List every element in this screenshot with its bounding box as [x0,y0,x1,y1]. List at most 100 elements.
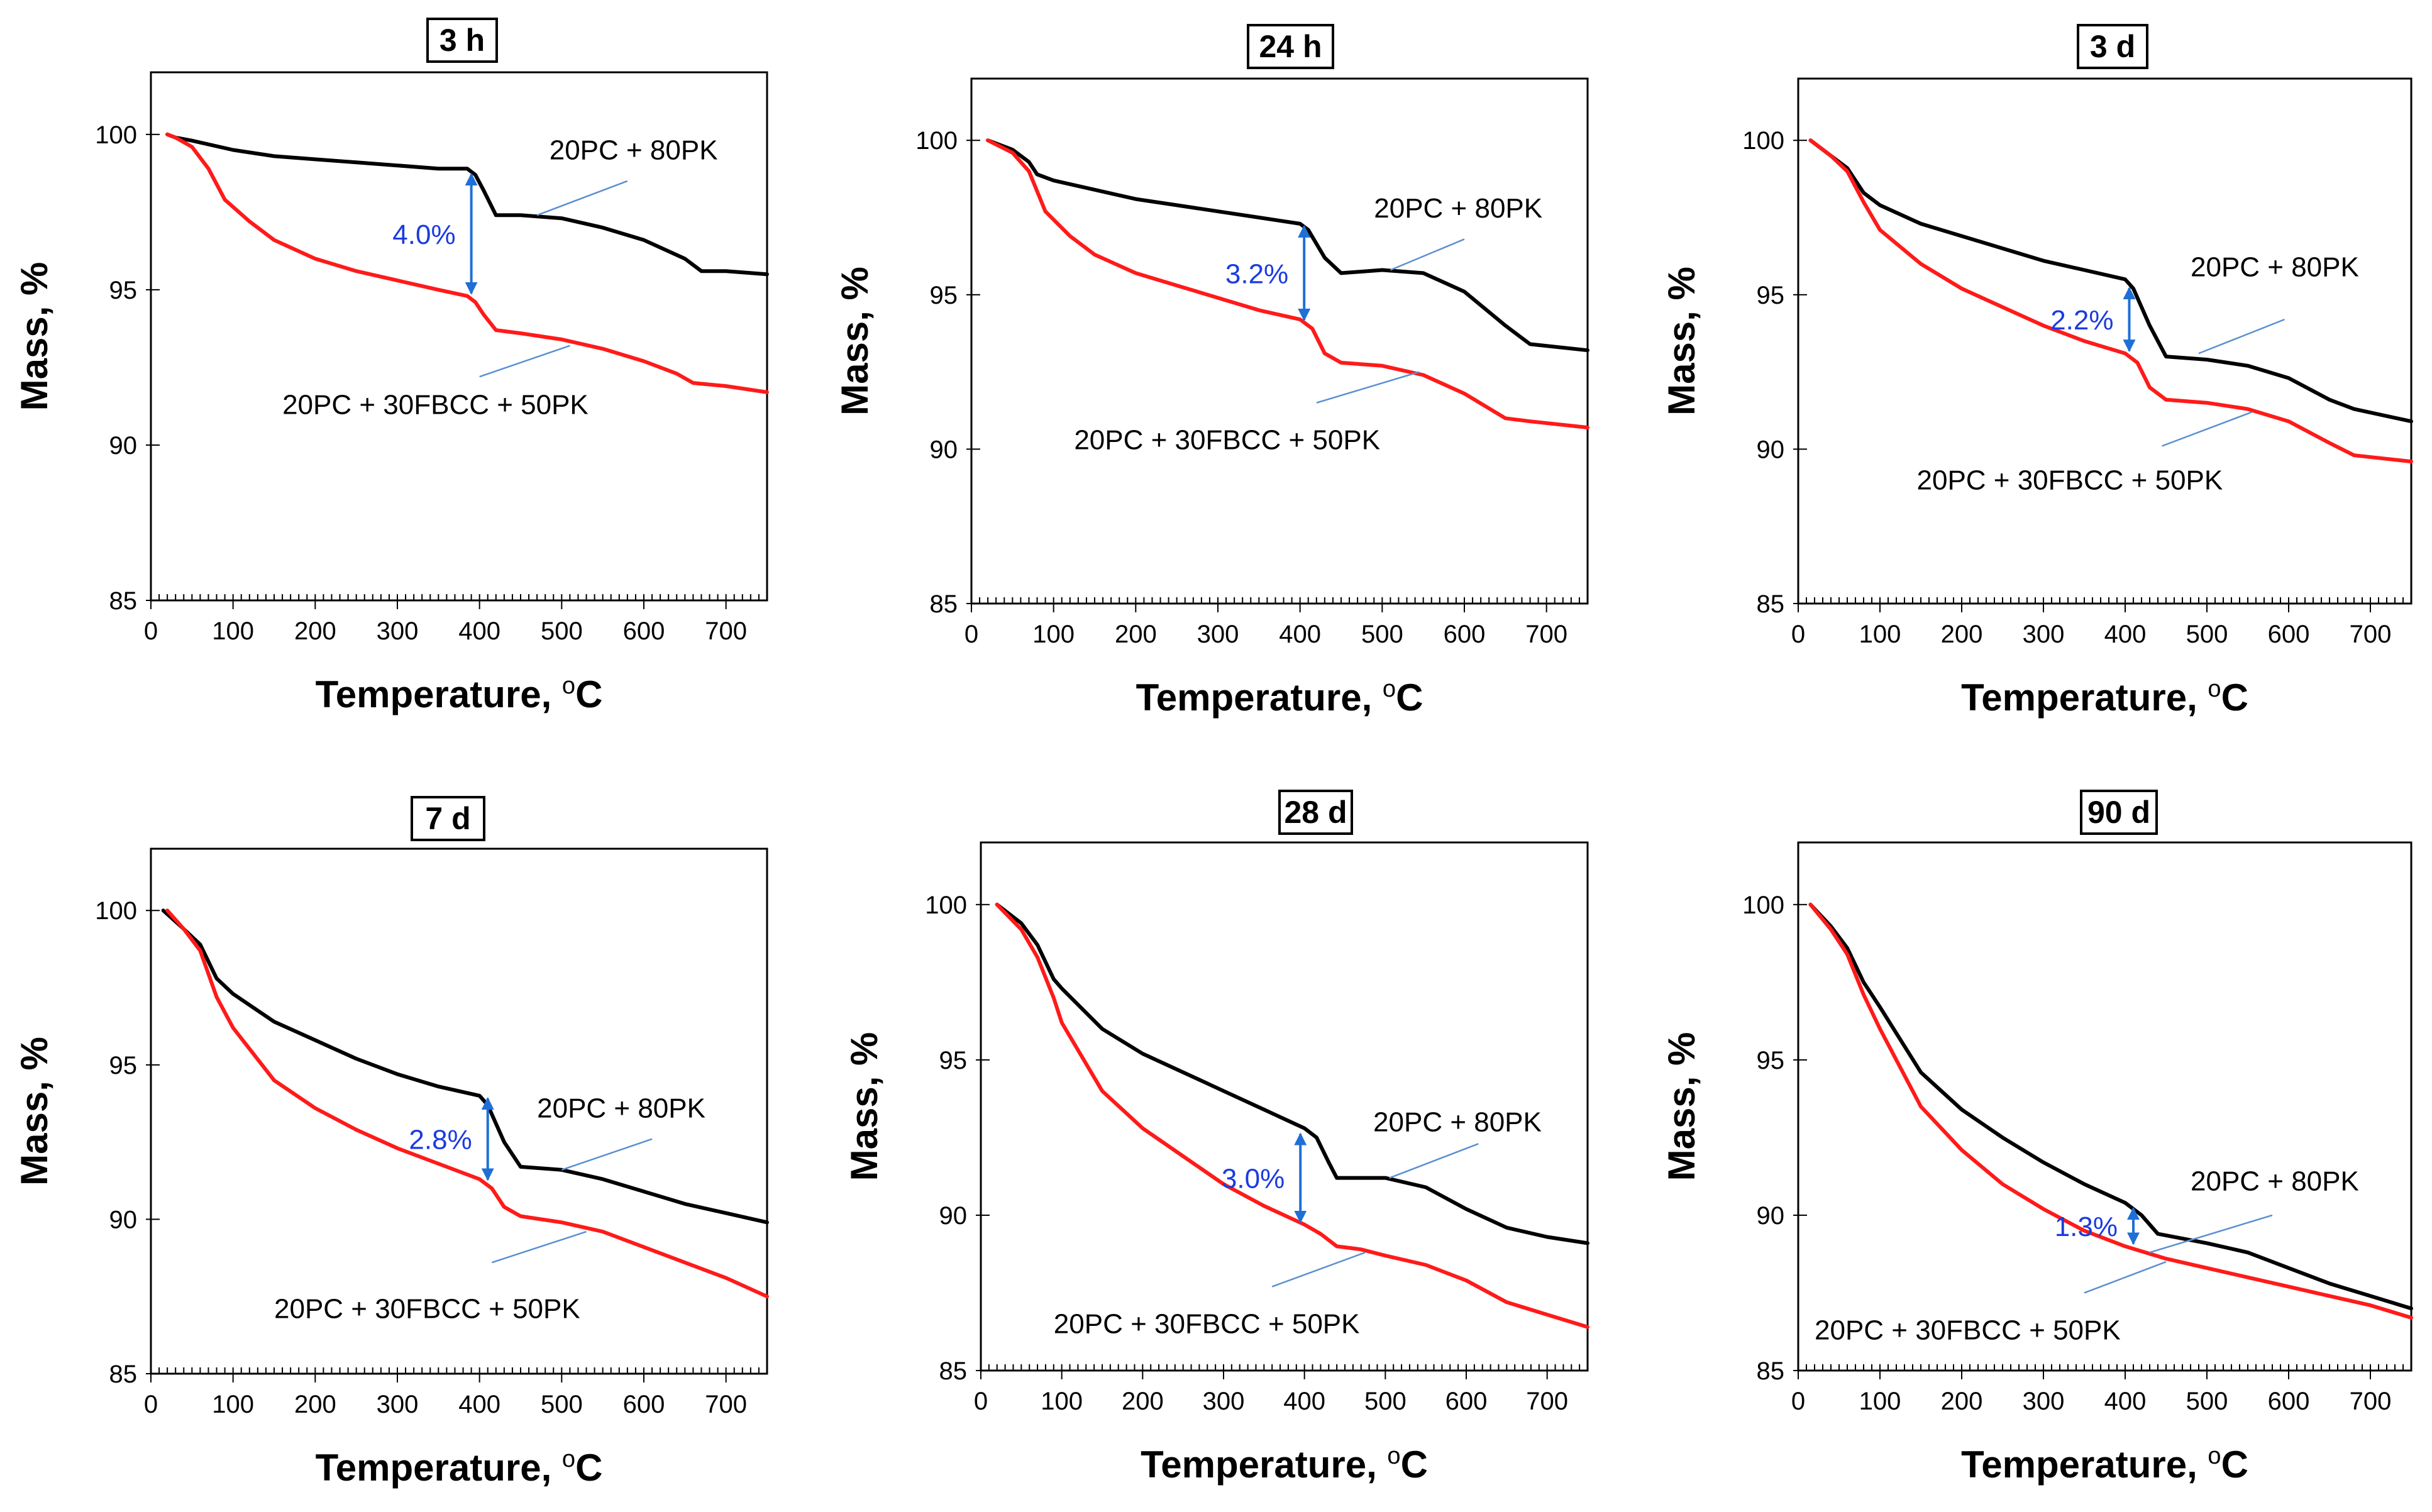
x-axis-title-sup: o [2208,676,2221,702]
x-axis-title: Temperature, oC [1961,1443,2248,1486]
x-tick-label: 200 [294,617,336,645]
x-tick-label: 200 [1122,1388,1164,1415]
x-tick-label: 0 [974,1388,988,1415]
x-tick-label: 500 [2186,621,2228,648]
x-axis-title-sup: o [1383,676,1396,702]
leader-line-top [536,180,628,216]
y-tick-label: 85 [109,587,138,615]
x-tick-label: 300 [377,617,419,645]
series-label-top: 20PC + 80PK [1374,193,1542,224]
y-tick-label: 85 [939,1357,968,1385]
plot-frame [1797,841,2413,1372]
series-label-top: 20PC + 80PK [2191,1166,2359,1196]
leader-line-top [2198,318,2285,355]
series-label-top: 20PC + 80PK [1373,1107,1542,1138]
series-line-20pc-30fbcc-50pk [1808,902,2413,1320]
x-tick-label: 400 [458,1391,500,1418]
y-tick-label: 100 [1742,127,1784,155]
panel-1: 24 h 0 100 200 300 400 500 600 700 85 90 95 100 Tempe… [834,24,1589,719]
y-tick-label: 95 [939,1047,968,1074]
difference-label: 2.2% [2050,305,2113,336]
panel-3: 7 d 0 100 200 300 400 500 600 700 85 90 95 100 Temper… [13,796,769,1489]
x-tick-label: 100 [212,1391,254,1418]
x-tick-label: 100 [1032,621,1075,648]
x-tick-label: 300 [377,1391,419,1418]
y-tick-label: 90 [109,432,138,460]
x-tick-label: 400 [2104,1388,2147,1415]
y-axis-title: Mass, % [1661,1032,1703,1181]
panel-title: 3 h [439,23,485,58]
x-tick-label: 500 [1361,621,1403,648]
x-axis-title: Temperature, oC [316,673,603,715]
plot-frame [1797,77,2413,605]
y-axis-title: Mass, % [13,262,55,411]
difference-label: 3.0% [1222,1164,1285,1195]
series-line-20pc-80pk [986,138,1589,353]
x-axis-title-text: Temperature, [316,673,562,715]
x-tick-label: 100 [1859,621,1901,648]
series-label-bottom: 20PC + 30FBCC + 50PK [1054,1309,1360,1340]
x-axis-title-unit: C [1401,1443,1428,1486]
y-tick-label: 85 [930,590,958,618]
x-tick-label: 700 [2350,621,2392,648]
x-minor-ticks [1798,597,2412,604]
y-tick-label: 95 [109,1052,138,1079]
difference-label: 2.8% [409,1125,472,1156]
panel-title: 28 d [1284,795,1347,830]
series-line-20pc-80pk [995,902,1589,1245]
y-tick-label: 85 [1757,1357,1785,1385]
x-tick-label: 0 [144,617,158,645]
panel-title-box [1278,790,1353,835]
series-label-bottom: 20PC + 30FBCC + 50PK [274,1294,580,1325]
x-tick-label: 0 [1791,1388,1805,1415]
y-axis-title: Mass, % [834,267,876,416]
y-axis-title: Mass, % [843,1032,885,1181]
series-line-20pc-30fbcc-50pk [165,908,769,1299]
x-tick-label: 400 [1283,1388,1325,1415]
plot-frame [970,77,1589,605]
x-tick-label: 400 [2104,621,2147,648]
x-tick-label: 700 [705,617,747,645]
y-tick-label: 95 [109,277,138,304]
x-axis-title-sup: o [2208,1443,2221,1469]
x-tick-label: 100 [1041,1388,1083,1415]
x-tick-label: 700 [1525,621,1567,648]
x-tick-label: 0 [144,1391,158,1418]
x-axis-title-text: Temperature, [1961,1443,2208,1486]
y-tick-label: 90 [1757,1202,1785,1230]
x-axis-title-text: Temperature, [1141,1443,1387,1486]
series-label-top: 20PC + 80PK [2191,251,2359,282]
x-axis-title-unit: C [575,1447,602,1489]
series-label-bottom: 20PC + 30FBCC + 50PK [1074,424,1380,455]
plot-frame [980,841,1589,1372]
leader-line-bottom [2084,1261,2167,1294]
x-axis-title-text: Temperature, [316,1447,562,1489]
x-tick-label: 300 [1203,1388,1245,1415]
panel-title: 3 d [2090,29,2135,64]
x-axis-title-text: Temperature, [1961,676,2208,719]
series-label-bottom: 20PC + 30FBCC + 50PK [1815,1315,2121,1346]
series-line-20pc-80pk [1808,138,2413,424]
x-tick-label: 500 [2186,1388,2228,1415]
x-axis-title: Temperature, oC [316,1446,603,1489]
y-tick-label: 100 [95,121,137,149]
x-tick-label: 500 [1364,1388,1407,1415]
leader-line-top [1390,238,1465,271]
panel-4: 28 d 0 100 200 300 400 500 600 700 85 90 95 100 Tempe… [843,790,1589,1486]
leader-line-top [2149,1214,2273,1254]
x-minor-ticks [150,594,768,600]
x-tick-label: 0 [965,621,978,648]
x-tick-label: 600 [1444,621,1486,648]
x-tick-label: 200 [294,1391,336,1418]
x-tick-label: 600 [623,617,665,645]
y-tick-label: 90 [939,1202,968,1230]
y-tick-label: 100 [925,891,967,919]
leader-line-bottom [479,345,570,378]
x-axis-title-unit: C [2221,676,2248,719]
series-line-20pc-80pk [161,908,769,1225]
y-tick-label: 95 [930,282,958,309]
plot-frame [150,71,768,602]
series-line-20pc-30fbcc-50pk [1808,138,2413,464]
y-tick-label: 95 [1757,1047,1785,1074]
x-axis-title-sup: o [1387,1443,1400,1469]
